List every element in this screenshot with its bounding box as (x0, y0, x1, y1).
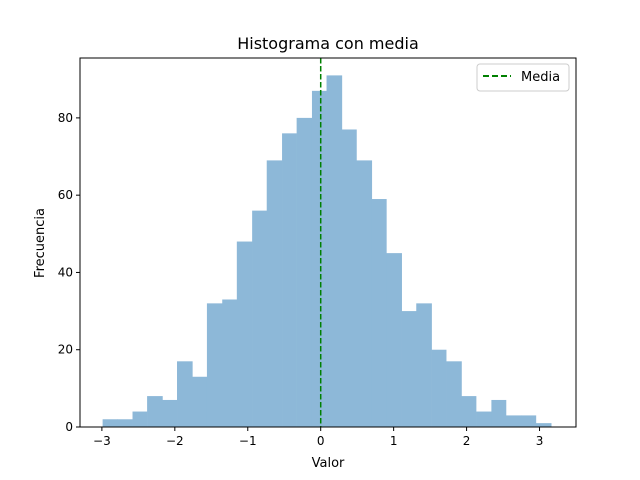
legend: Media (476, 63, 570, 92)
x-tick-label: 3 (536, 434, 544, 448)
histogram-bar (401, 311, 417, 427)
plot-frame (79, 57, 577, 428)
y-axis-ticks: 0 20 40 60 80 (58, 111, 80, 434)
x-tick-label: −2 (166, 434, 184, 448)
x-tick-label: 2 (463, 434, 471, 448)
histogram-bar (461, 396, 477, 427)
histogram-bar (192, 376, 208, 427)
histogram-bar (282, 133, 297, 427)
histogram-bar (132, 411, 148, 427)
x-tick-label: 1 (390, 434, 398, 448)
y-tick-label: 0 (65, 420, 73, 434)
chart-title: Histograma con media (237, 34, 419, 53)
x-tick-label: −1 (239, 434, 257, 448)
histogram-bar (222, 299, 238, 427)
histogram-bar (266, 160, 283, 427)
x-tick-label: −3 (93, 434, 111, 448)
histogram-bar (521, 415, 537, 427)
y-tick-label: 80 (58, 111, 73, 125)
y-tick-label: 60 (58, 188, 73, 202)
histogram-bar (236, 241, 253, 427)
x-tick-label: 0 (317, 434, 325, 448)
legend-label-mean: Media (521, 70, 560, 85)
histogram-bar (356, 160, 373, 427)
histogram-bar (177, 361, 193, 427)
legend-box (476, 63, 570, 92)
x-axis-label: Valor (312, 456, 345, 471)
histogram-bar (147, 396, 163, 427)
histogram-bar (371, 199, 387, 427)
y-tick-label: 20 (58, 343, 73, 357)
histogram-bar (341, 129, 357, 427)
y-axis-label: Frecuencia (33, 208, 48, 278)
histogram-bar (446, 361, 462, 427)
histogram-bar (326, 75, 343, 427)
histogram-bar (296, 117, 313, 428)
histogram-bar (535, 423, 552, 427)
histogram-bar (117, 419, 133, 427)
x-axis-ticks: −3 −2 −1 0 1 2 3 (93, 427, 543, 448)
histogram-bar (505, 415, 522, 427)
histogram-bar (252, 210, 268, 427)
histogram-bar (102, 419, 118, 427)
histogram-bar (491, 399, 507, 427)
histogram-bar (162, 399, 178, 427)
histogram-bar (311, 90, 327, 428)
y-tick-label: 40 (58, 265, 73, 279)
histogram-bar (206, 303, 223, 427)
histogram-bar (476, 411, 492, 427)
histogram-bar (416, 303, 432, 427)
histogram-bars (102, 75, 552, 428)
histogram-bar (431, 349, 447, 427)
histogram-bar (386, 253, 402, 427)
